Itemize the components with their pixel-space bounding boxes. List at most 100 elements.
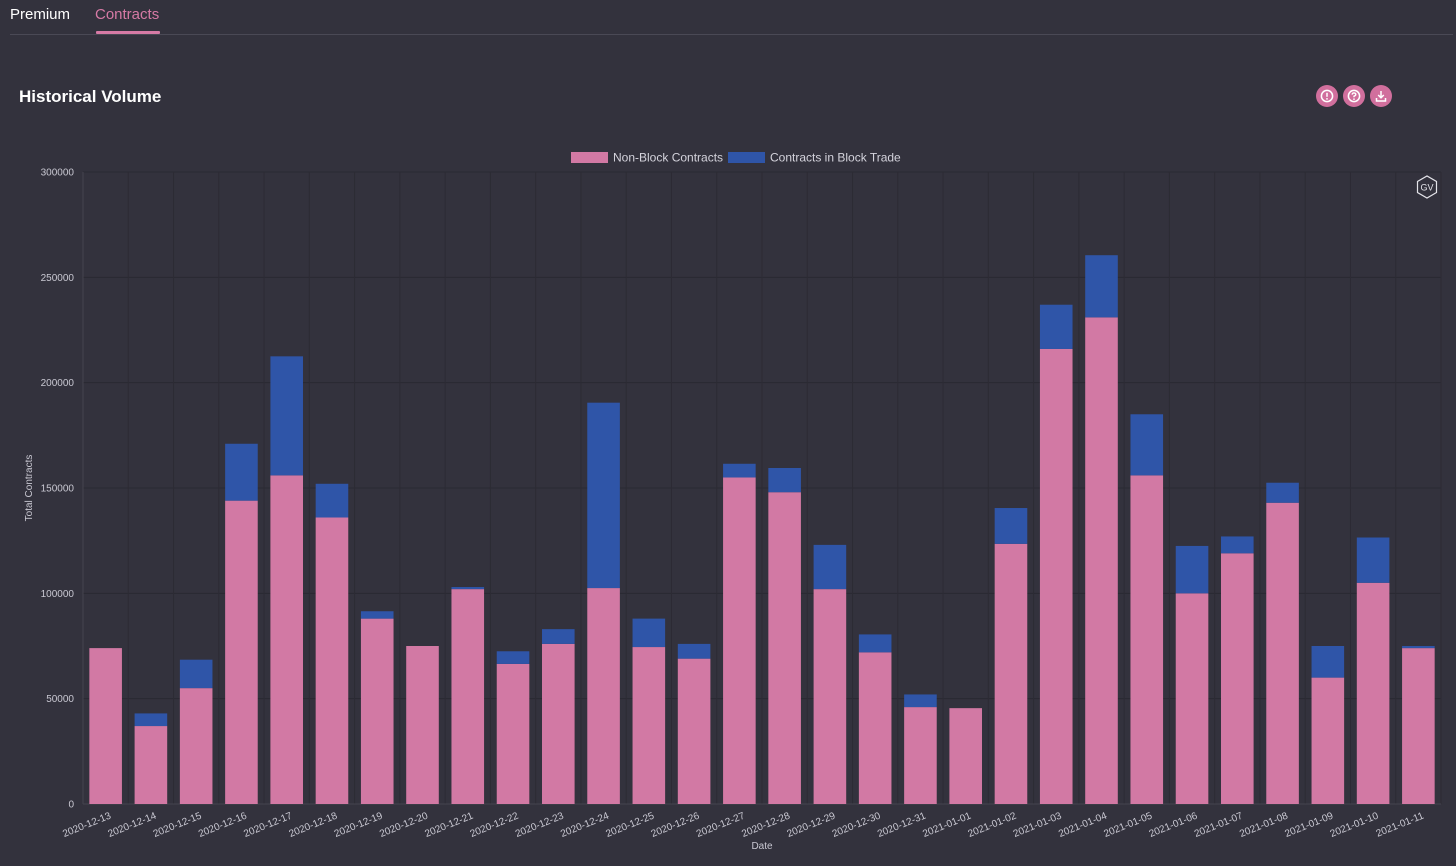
bar-non-block bbox=[451, 589, 485, 804]
x-tick-label: 2020-12-13 bbox=[61, 810, 113, 840]
bar-non-block bbox=[270, 475, 303, 804]
y-tick-label: 300000 bbox=[41, 168, 75, 179]
x-tick-label: 2020-12-22 bbox=[469, 810, 521, 840]
x-tick-label: 2021-01-05 bbox=[1102, 810, 1154, 840]
legend-label: Contracts in Block Trade bbox=[770, 151, 901, 165]
bar-non-block bbox=[1175, 593, 1209, 804]
x-tick-label: 2021-01-09 bbox=[1283, 810, 1335, 840]
y-tick-label: 150000 bbox=[41, 484, 75, 495]
bar-block-trade bbox=[632, 618, 666, 648]
historical-volume-chart: 0 50000 100000 150000 200000 250000 300000 2020… bbox=[24, 151, 1442, 852]
bar-non-block bbox=[813, 589, 847, 804]
x-tick-label: 2021-01-07 bbox=[1193, 810, 1245, 840]
y-tick-label: 100000 bbox=[41, 589, 75, 600]
bar-non-block bbox=[1221, 553, 1254, 804]
x-tick-label: 2020-12-29 bbox=[785, 810, 837, 840]
bar-non-block bbox=[89, 648, 122, 804]
x-tick-label: 2021-01-06 bbox=[1148, 810, 1200, 840]
bar-block-trade bbox=[315, 483, 349, 518]
bar-block-trade bbox=[994, 508, 1028, 544]
bar-block-trade bbox=[134, 713, 168, 727]
x-tick-label: 2020-12-25 bbox=[604, 810, 656, 840]
x-tick-label: 2020-12-20 bbox=[378, 810, 430, 840]
tab-bar: Premium Contracts bbox=[10, 0, 1453, 35]
bar-block-trade bbox=[1175, 545, 1209, 594]
x-tick-label: 2020-12-24 bbox=[559, 810, 611, 840]
bar-block-trade bbox=[904, 694, 937, 708]
x-tick-label: 2021-01-11 bbox=[1375, 810, 1426, 839]
x-tick-label: 2021-01-02 bbox=[967, 810, 1019, 840]
legend-label: Non-Block Contracts bbox=[613, 151, 723, 165]
legend-swatch bbox=[728, 152, 765, 163]
x-tick-label: 2020-12-15 bbox=[152, 810, 204, 840]
bar-block-trade bbox=[723, 463, 756, 478]
bar-non-block bbox=[1085, 317, 1118, 804]
info-button[interactable] bbox=[1316, 85, 1338, 107]
x-tick-label: 2021-01-10 bbox=[1329, 810, 1381, 840]
x-tick-label: 2020-12-17 bbox=[242, 810, 294, 840]
info-icon bbox=[1320, 89, 1334, 103]
y-axis-title: Total Contracts bbox=[24, 455, 35, 522]
y-tick-label: 200000 bbox=[41, 378, 75, 389]
bar-non-block bbox=[134, 726, 168, 804]
bar-block-trade bbox=[813, 544, 847, 590]
help-button[interactable] bbox=[1343, 85, 1365, 107]
y-tick-label: 0 bbox=[68, 800, 74, 811]
bar-non-block bbox=[496, 663, 530, 804]
x-tick-label: 2020-12-19 bbox=[333, 810, 385, 840]
bar-block-trade bbox=[1130, 414, 1164, 476]
bar-non-block bbox=[723, 477, 756, 804]
bar-non-block bbox=[1130, 475, 1164, 804]
bar-non-block bbox=[768, 492, 801, 804]
download-button[interactable] bbox=[1370, 85, 1392, 107]
x-tick-label: 2020-12-16 bbox=[197, 810, 249, 840]
tab-contracts[interactable]: Contracts bbox=[95, 6, 160, 23]
bar-block-trade bbox=[768, 467, 801, 493]
gv-logo-icon bbox=[1416, 175, 1438, 199]
bar-non-block bbox=[994, 543, 1028, 804]
bar-block-trade bbox=[677, 643, 711, 659]
gv-logo-text: GV bbox=[1420, 183, 1433, 193]
bar-non-block bbox=[1402, 648, 1435, 804]
x-axis-title: Date bbox=[751, 841, 773, 852]
bar-block-trade bbox=[1266, 482, 1299, 503]
bar-non-block bbox=[542, 643, 575, 804]
active-tab-indicator bbox=[96, 31, 160, 34]
bar-non-block bbox=[949, 708, 982, 804]
x-tick-label: 2021-01-03 bbox=[1012, 810, 1064, 840]
bar-non-block bbox=[1266, 502, 1299, 804]
tab-premium[interactable]: Premium bbox=[10, 6, 71, 23]
x-tick-label: 2020-12-31 bbox=[876, 810, 928, 840]
help-icon bbox=[1347, 89, 1361, 103]
bar-non-block bbox=[1039, 348, 1073, 804]
x-tick-label: 2020-12-27 bbox=[695, 810, 747, 840]
bar-non-block bbox=[632, 647, 666, 804]
x-tick-label: 2020-12-28 bbox=[740, 810, 792, 840]
bar-non-block bbox=[225, 500, 258, 804]
bar-non-block bbox=[179, 688, 213, 804]
x-tick-label: 2020-12-14 bbox=[106, 810, 158, 840]
bar-block-trade bbox=[1085, 255, 1118, 318]
y-tick-label: 50000 bbox=[46, 694, 74, 705]
x-tick-label: 2021-01-04 bbox=[1057, 810, 1109, 840]
bar-block-trade bbox=[1221, 536, 1254, 554]
bar-non-block bbox=[315, 517, 349, 804]
bar-block-trade bbox=[587, 402, 620, 589]
bar-block-trade bbox=[360, 611, 394, 619]
bar-block-trade bbox=[225, 443, 258, 501]
legend-swatch bbox=[571, 152, 608, 163]
x-tick-label: 2020-12-30 bbox=[831, 810, 883, 840]
bar-non-block bbox=[1311, 677, 1345, 804]
x-tick-label: 2020-12-21 bbox=[423, 810, 475, 840]
bar-block-trade bbox=[1311, 646, 1345, 678]
bar-block-trade bbox=[451, 587, 485, 590]
bar-block-trade bbox=[1356, 537, 1390, 583]
x-tick-label: 2020-12-26 bbox=[650, 810, 702, 840]
bar-block-trade bbox=[179, 659, 213, 689]
bar-block-trade bbox=[542, 629, 575, 644]
x-tick-label: 2021-01-01 bbox=[921, 810, 973, 840]
bar-block-trade bbox=[496, 651, 530, 664]
bar-non-block bbox=[360, 618, 394, 804]
bar-non-block bbox=[406, 646, 439, 804]
download-icon bbox=[1375, 91, 1387, 102]
